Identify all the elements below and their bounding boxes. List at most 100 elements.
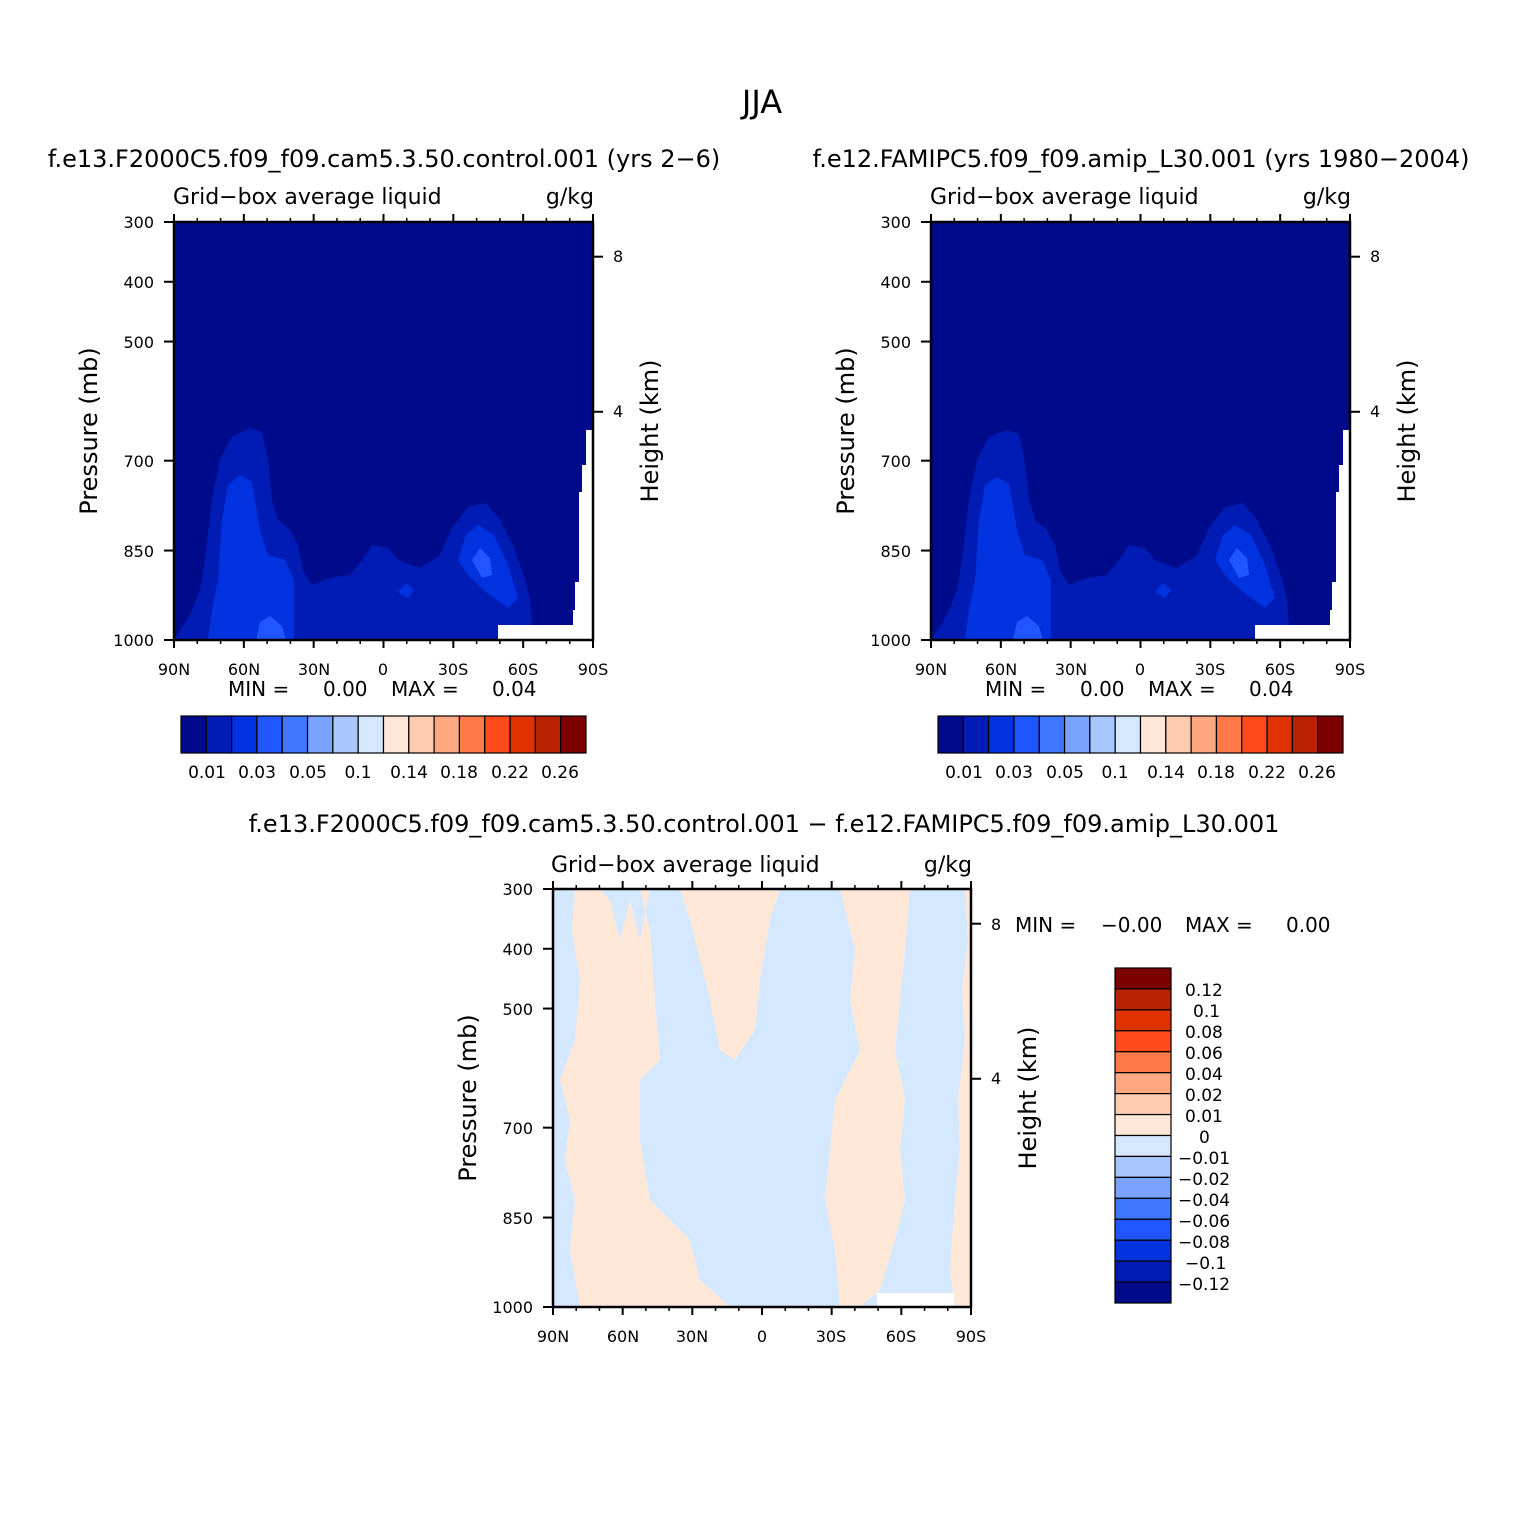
colorbar-swatch [1114,1281,1172,1304]
x-tick-label: 90N [158,660,190,679]
x-tick-label: 30S [438,660,469,679]
min-value: −0.00 [1101,913,1162,937]
colorbar-swatch [306,715,334,754]
colorbar-swatch [1139,715,1167,754]
y-axis-left: 300 400 500 700 850 1000 [113,213,154,650]
y-axis-title: Pressure (mb) [75,347,103,514]
colorbar-swatch [205,715,233,754]
y-tick-label: 1000 [113,631,154,650]
colorbar-swatch [1114,715,1142,754]
colorbar-swatch [1165,715,1192,754]
colorbar-swatch [332,715,359,754]
max-value: 0.04 [1249,677,1294,701]
colorbar-swatch [962,715,990,754]
colorbar-swatch [1114,1072,1172,1095]
negative-region [600,889,860,1307]
colorbar-swatch [1114,1197,1172,1220]
colorbar-swatch [357,715,385,754]
y-tick-label: 300 [880,213,911,232]
y-tick-label: 700 [502,1119,533,1138]
y-tick-label: 700 [880,452,911,471]
panel-subtitle-right: g/kg [1303,185,1351,210]
colorbar-label: 0.06 [1185,1044,1223,1064]
y-axis-title: Pressure (mb) [454,1014,482,1181]
contour-level-3 [472,548,492,578]
colorbar-label: 0 [1199,1128,1210,1148]
y-right-tick-label: 8 [991,915,1001,934]
y-axis-right: 8 4 [613,247,623,421]
y-tick-label: 1000 [492,1298,533,1317]
x-tick-label: 90S [1335,660,1366,679]
y-axis-right: 8 4 [1370,247,1380,421]
colorbar-swatch [1114,1009,1172,1032]
colorbar-label: 0.1 [1193,1002,1220,1022]
x-tick-label: 60S [886,1327,917,1346]
max-value: 0.04 [492,677,537,701]
colorbar-label: 0.12 [1185,981,1223,1001]
negative-region [553,889,580,1307]
x-tick-label: 0 [378,660,388,679]
colorbar [937,715,1344,754]
colorbar-swatch [1114,1239,1172,1262]
x-tick-label: 60N [607,1327,639,1346]
colorbar-swatch [1114,1030,1172,1053]
colorbar-label: 0.1 [344,763,371,783]
colorbar-label: 0.04 [1185,1065,1223,1085]
y-right-tick-label: 4 [613,402,623,421]
colorbar-swatch [1114,1218,1172,1241]
colorbar-label: 0.03 [238,763,276,783]
colorbar-label: 0.05 [1046,763,1084,783]
min-label: MIN = [228,677,289,701]
colorbar-label: 0.14 [1147,763,1185,783]
panel-title: f.e12.FAMIPC5.f09_f09.amip_L30.001 (yrs … [813,145,1470,173]
y-right-tick-label: 4 [1370,402,1380,421]
missing-data-region [498,430,593,640]
contour-level-2 [965,477,1051,640]
x-tick-label: 0 [1135,660,1145,679]
panel-subtitle-right: g/kg [924,853,972,878]
x-tick-label: 30N [1055,660,1087,679]
colorbar-swatch [1063,715,1091,754]
axis-ticks [164,214,1360,1315]
colorbar-swatch [382,715,410,754]
colorbar-label: 0.01 [945,763,983,783]
y-tick-label: 850 [502,1209,533,1228]
x-tick-label: 60S [1265,660,1296,679]
colorbar-swatch [1241,715,1268,754]
colorbar-swatch [1114,988,1172,1011]
contour-level-3b [1013,616,1043,640]
colorbar-swatch [1038,715,1066,754]
colorbar-swatch [1114,1093,1172,1116]
colorbar-swatch [231,715,258,754]
colorbar-labels: 0.01 0.03 0.05 0.1 0.14 0.18 0.22 0.26 [188,763,579,783]
colorbar-label: 0.14 [390,763,428,783]
colorbar-labels: 0.12 0.1 0.08 0.06 0.04 0.02 0.01 0 −0.0… [1178,981,1230,1295]
max-label: MAX = [1148,677,1216,701]
colorbar-label: −0.02 [1178,1170,1230,1190]
x-tick-label: 60N [985,660,1017,679]
colorbar-label: 0.22 [1248,763,1286,783]
y-right-tick-label: 4 [991,1069,1001,1088]
colorbar-label: 0.26 [541,763,579,783]
x-tick-label: 90S [956,1327,987,1346]
colorbar-swatch [1089,715,1116,754]
y-axis-right-title: Height (km) [1393,360,1421,503]
min-value: 0.00 [323,677,368,701]
y-tick-label: 850 [123,542,154,561]
colorbar-swatch [256,715,283,754]
x-axis: 90N 60N 30N 0 30S 60S 90S [537,1327,986,1346]
x-tick-label: 30N [298,660,330,679]
panel-control: f.e13.F2000C5.f09_f09.cam5.3.50.control.… [48,145,721,783]
x-tick-label: 30N [676,1327,708,1346]
panel-title: f.e13.F2000C5.f09_f09.cam5.3.50.control.… [249,810,1280,838]
colorbar-swatch [433,715,461,754]
max-label: MAX = [391,677,459,701]
panel-title: f.e13.F2000C5.f09_f09.cam5.3.50.control.… [48,145,721,173]
y-tick-label: 850 [880,542,911,561]
negative-region [860,889,968,1307]
y-tick-label: 300 [123,213,154,232]
y-axis-right-title: Height (km) [636,360,664,503]
x-tick-label: 60S [508,660,539,679]
panel-difference: f.e13.F2000C5.f09_f09.cam5.3.50.control.… [249,810,1331,1346]
